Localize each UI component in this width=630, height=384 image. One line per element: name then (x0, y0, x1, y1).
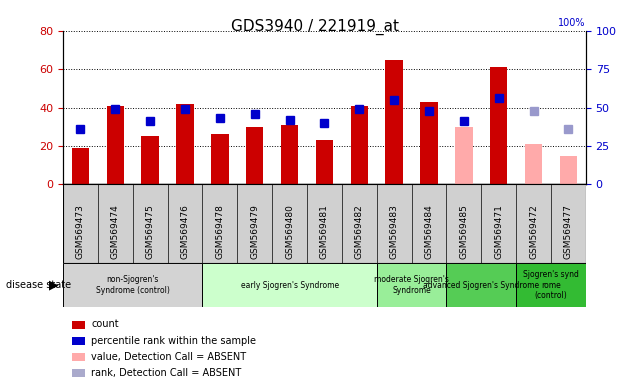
Bar (72, 148, 89, 184)
Bar (63, 263, 202, 307)
Bar (455, 127, 472, 184)
Text: GDS3940 / 221919_at: GDS3940 / 221919_at (231, 19, 399, 35)
Text: GSM569475: GSM569475 (146, 204, 154, 259)
Text: GSM569479: GSM569479 (250, 204, 259, 259)
Text: GSM569472: GSM569472 (529, 204, 538, 259)
Bar (141, 136, 159, 184)
Text: GSM569483: GSM569483 (390, 204, 399, 259)
Bar (281, 125, 299, 184)
Bar (377, 263, 447, 307)
Bar (559, 156, 577, 184)
Bar (447, 263, 516, 307)
Text: disease state: disease state (6, 280, 71, 290)
Bar (106, 106, 124, 184)
Text: GSM569476: GSM569476 (181, 204, 190, 259)
Bar (350, 106, 368, 184)
Text: GSM569478: GSM569478 (215, 204, 224, 259)
Text: rank, Detection Call = ABSENT: rank, Detection Call = ABSENT (91, 368, 241, 378)
Text: non-Sjogren's
Syndrome (control): non-Sjogren's Syndrome (control) (96, 275, 169, 295)
Text: GSM569473: GSM569473 (76, 204, 85, 259)
Bar (202, 263, 377, 307)
Bar (176, 104, 194, 184)
Bar (211, 134, 229, 184)
Text: count: count (91, 319, 119, 329)
Bar (525, 144, 542, 184)
Text: GSM569477: GSM569477 (564, 204, 573, 259)
Bar (490, 67, 508, 184)
Text: moderate Sjogren's
Syndrome: moderate Sjogren's Syndrome (374, 275, 449, 295)
Text: Sjogren's synd
rome
(control): Sjogren's synd rome (control) (523, 270, 579, 300)
Text: percentile rank within the sample: percentile rank within the sample (91, 336, 256, 346)
Text: ▶: ▶ (49, 278, 59, 291)
Text: GSM569485: GSM569485 (459, 204, 468, 259)
Text: GSM569484: GSM569484 (425, 204, 433, 259)
Text: GSM569474: GSM569474 (111, 204, 120, 259)
Text: value, Detection Call = ABSENT: value, Detection Call = ABSENT (91, 352, 246, 362)
Bar (386, 60, 403, 184)
Text: GSM569480: GSM569480 (285, 204, 294, 259)
Bar (420, 102, 438, 184)
Text: GSM569482: GSM569482 (355, 204, 364, 259)
Bar (246, 127, 263, 184)
Bar (316, 140, 333, 184)
Text: 100%: 100% (558, 18, 586, 28)
Text: advanced Sjogren's Syndrome: advanced Sjogren's Syndrome (423, 281, 539, 290)
Bar (516, 263, 586, 307)
Text: GSM569471: GSM569471 (495, 204, 503, 259)
Text: GSM569481: GSM569481 (320, 204, 329, 259)
Text: early Sjogren's Syndrome: early Sjogren's Syndrome (241, 281, 339, 290)
